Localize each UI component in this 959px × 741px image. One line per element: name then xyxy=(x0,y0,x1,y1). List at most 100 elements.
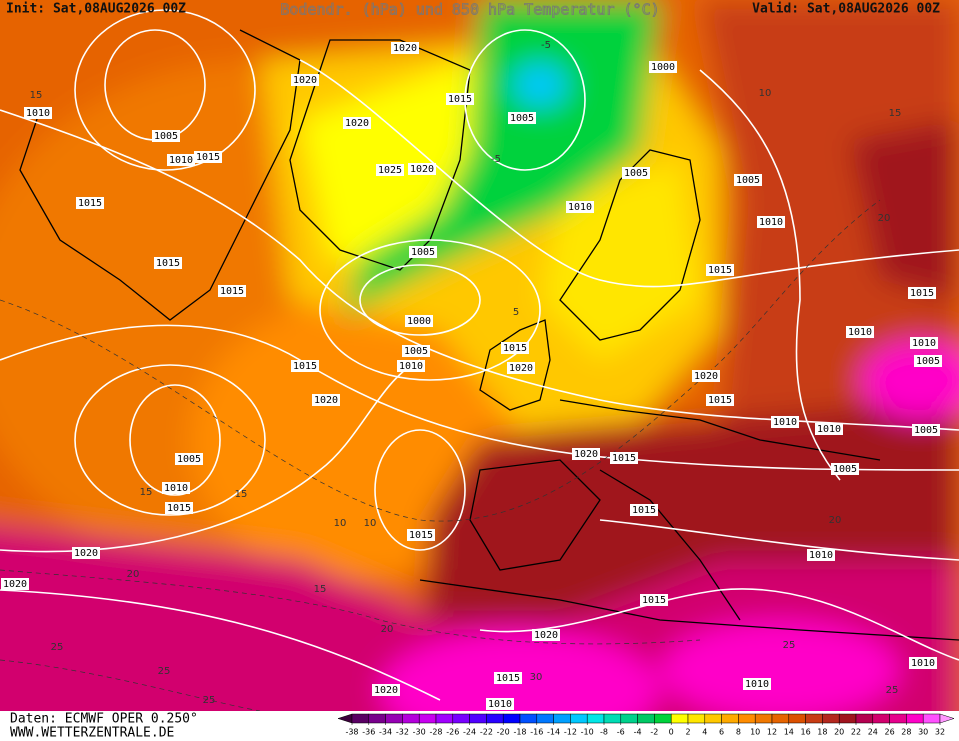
isobar-label-box xyxy=(486,698,514,710)
isobar-label: 1020 xyxy=(694,371,718,382)
isobar-label: 1010 xyxy=(773,417,797,428)
isobar-label: 1020 xyxy=(509,363,533,374)
colorbar-swatch xyxy=(536,713,554,724)
isobar-label: 1010 xyxy=(809,550,833,561)
isotherm-label: 20 xyxy=(381,624,394,635)
isobar-label: 1015 xyxy=(448,94,472,105)
colorbar-swatch xyxy=(502,713,521,724)
isobar-label: 1010 xyxy=(912,338,936,349)
isobar-label-box xyxy=(407,529,435,541)
colorbar-tick-label: 8 xyxy=(736,728,741,737)
isobar-label: 1000 xyxy=(407,316,431,327)
isobar-label: 1020 xyxy=(314,395,338,406)
isobar-label: 1005 xyxy=(736,175,760,186)
colorbar-swatch xyxy=(838,713,857,724)
colorbar-swatch xyxy=(654,713,672,724)
isobar-label-box xyxy=(771,416,799,428)
isobar-label-box xyxy=(846,326,874,338)
isobar-label: 1015 xyxy=(632,505,656,516)
isobar-label: 1020 xyxy=(534,630,558,641)
colorbar-tick-label: 18 xyxy=(817,728,827,737)
isobar-label-box xyxy=(343,117,371,129)
colorbar-tick-label: -22 xyxy=(480,728,493,737)
isobar-label-box xyxy=(757,216,785,228)
isobar-label: 1005 xyxy=(916,356,940,367)
isobar-label: 1005 xyxy=(404,346,428,357)
isobar-label-box xyxy=(72,547,100,559)
isobar-label-box xyxy=(391,42,419,54)
isobar-label: 1010 xyxy=(164,483,188,494)
isobar-label: 1020 xyxy=(374,685,398,696)
isobar-label: 1015 xyxy=(642,595,666,606)
colorbar-swatch xyxy=(418,713,437,724)
isobar-label: 1005 xyxy=(624,168,648,179)
colorbar-tick-label: 32 xyxy=(935,728,945,737)
isobar-label-box xyxy=(572,448,600,460)
isotherm-label: 10 xyxy=(334,518,347,529)
colorbar-swatch xyxy=(822,713,840,724)
colorbar-tick-label: -14 xyxy=(547,728,560,737)
isobar-label-box xyxy=(402,345,430,357)
isobar-label-box xyxy=(376,164,404,176)
isobar-label: 1000 xyxy=(651,62,675,73)
isobar-label: 1015 xyxy=(496,673,520,684)
colorbar-swatch xyxy=(805,713,823,724)
isobar-label-box xyxy=(501,342,529,354)
isobar-label-box xyxy=(494,672,522,684)
isotherms xyxy=(0,199,881,711)
colorbar-tick-label: -36 xyxy=(362,728,375,737)
isobar-label: 1005 xyxy=(510,113,534,124)
isobar-label-box xyxy=(76,197,104,209)
colorbar-tick-label: -6 xyxy=(617,728,625,737)
colorbar-tick-label: 22 xyxy=(851,728,861,737)
isotherm-label: -5 xyxy=(541,40,551,51)
isobar-label-box xyxy=(218,285,246,297)
colorbar-swatch xyxy=(620,713,638,724)
colorbar-tick-label: -12 xyxy=(564,728,577,737)
colorbar-tick-label: -24 xyxy=(463,728,476,737)
isobar-label-box xyxy=(910,337,938,349)
colorbar-tick-label: -16 xyxy=(530,728,543,737)
isobar-label: 1015 xyxy=(78,198,102,209)
isobars xyxy=(0,9,959,701)
isotherm-label: 15 xyxy=(140,487,153,498)
isotherm-label: 25 xyxy=(158,666,171,677)
colorbar-tick-label: -38 xyxy=(345,728,358,737)
colorbar-swatch xyxy=(788,713,806,724)
isobar-labels: 1020 1020 1010 1015 1005 1020 1005 1010 1015 10 25… xyxy=(1,42,942,710)
isobar-label: 1015 xyxy=(196,152,220,163)
isobar-label-box xyxy=(914,355,942,367)
colorbar-tick-label: 30 xyxy=(918,728,928,737)
isobar-label-box xyxy=(649,61,677,73)
colorbar-swatch xyxy=(519,713,538,724)
isobar-label: 1020 xyxy=(574,449,598,460)
colorbar-tick-label: 28 xyxy=(901,728,911,737)
colorbar-tick-label: -34 xyxy=(379,728,392,737)
colorbar-tick-label: -4 xyxy=(634,728,642,737)
isobar-label-box xyxy=(508,112,536,124)
isotherm-label: 15 xyxy=(314,584,327,595)
colorbar-tick-label: -10 xyxy=(581,728,594,737)
isobar-label: 1015 xyxy=(612,453,636,464)
isobar-label: 1010 xyxy=(759,217,783,228)
isobar-label: 1015 xyxy=(409,530,433,541)
colorbar-swatch xyxy=(687,713,706,724)
isobar-label-box xyxy=(408,163,436,175)
colorbar-tick-label: 20 xyxy=(834,728,844,737)
isobar-label: 1015 xyxy=(156,258,180,269)
isobar-label: 1015 xyxy=(708,265,732,276)
isobar-label-box xyxy=(831,463,859,475)
isobar-label: 1020 xyxy=(410,164,434,175)
isobar-label-box xyxy=(734,174,762,186)
colorbar-tick-label: -2 xyxy=(650,728,658,737)
isotherm-label: 25 xyxy=(203,695,216,706)
isobar-label-box xyxy=(909,657,937,669)
colorbar-swatch xyxy=(553,713,571,724)
isobar-label-box xyxy=(291,360,319,372)
colorbar-tick-label: 0 xyxy=(669,728,674,737)
colorbar-tick-label: 4 xyxy=(702,728,707,737)
colorbar-swatch xyxy=(771,713,790,724)
colorbar-swatch xyxy=(385,713,403,724)
isobar-label-box xyxy=(372,684,400,696)
